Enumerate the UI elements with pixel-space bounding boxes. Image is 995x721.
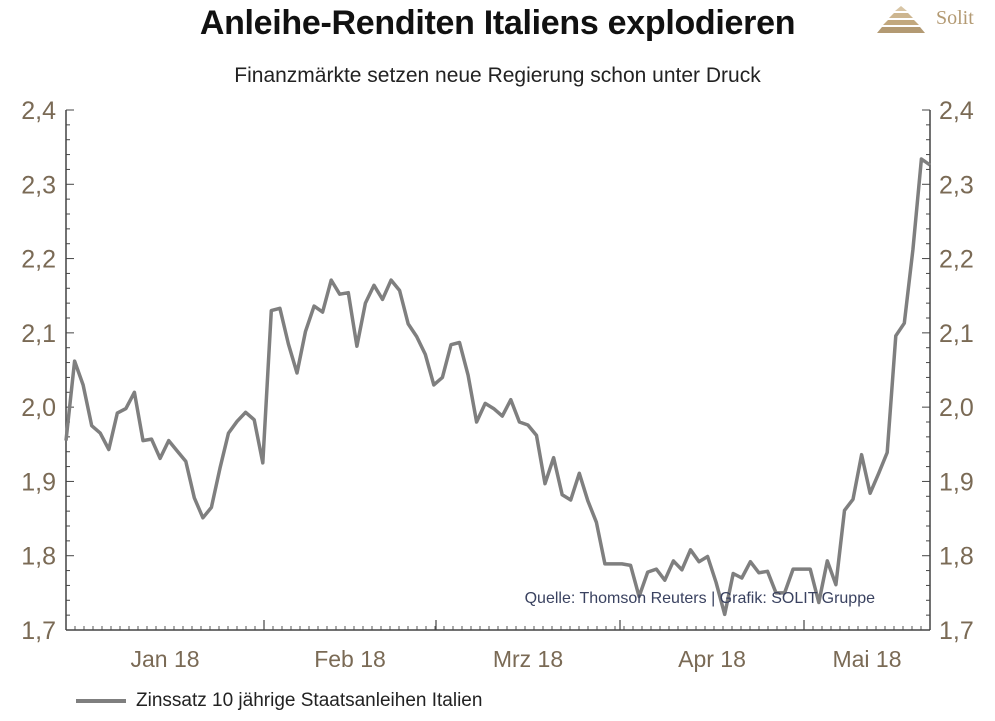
pyramid-icon [877,6,925,33]
x-axis: Jan 18 Feb 18 Mrz 18 Apr 18 Mai 18 [74,620,922,672]
y-tick-label-right: 1,9 [939,468,974,496]
y-tick-label-left: 2,0 [21,394,56,422]
source-note: Quelle: Thomson Reuters | Grafik: SOLIT … [525,590,875,607]
series-line-zinssatz [64,157,932,617]
legend-swatch [76,699,126,703]
x-tick-label: Mai 18 [832,646,901,672]
y-tick-label-left: 1,8 [21,543,56,571]
x-tick-label: Jan 18 [130,646,199,672]
chart-title: Anleihe-Renditen Italiens explodieren [199,4,796,42]
y-tick-label-left: 2,3 [21,171,56,199]
x-tick-label: Feb 18 [314,646,386,672]
y-axis-right: 1,7 1,8 1,9 2,0 2,1 2,2 2,3 2,4 [922,97,974,645]
legend-label: Zinssatz 10 jährige Staatsanleihen Itali… [136,690,483,711]
y-tick-label-right: 2,1 [939,320,974,348]
y-tick-label-right: 2,2 [939,246,974,274]
y-tick-label-right: 2,3 [939,171,974,199]
y-tick-label-right: 2,4 [939,97,974,125]
legend: Zinssatz 10 jährige Staatsanleihen Itali… [76,688,482,714]
y-tick-label-left: 1,9 [21,468,56,496]
y-tick-label-left: 1,7 [21,617,56,645]
y-tick-label-right: 2,0 [939,394,974,422]
x-tick-label: Apr 18 [678,646,746,672]
x-tick-label: Mrz 18 [493,646,563,672]
solit-logo: Solit [876,4,991,38]
chart-subtitle: Finanzmärkte setzen neue Regierung schon… [234,64,761,87]
chart-axes [65,110,931,631]
y-axis-left: 1,7 1,8 1,9 2,0 2,1 2,2 2,3 2,4 [21,97,74,645]
y-tick-label-right: 1,7 [939,617,974,645]
y-tick-label-right: 1,8 [939,543,974,571]
y-tick-label-left: 2,4 [21,97,56,125]
y-tick-label-left: 2,2 [21,246,56,274]
logo-text: Solit [936,7,974,29]
y-tick-label-left: 2,1 [21,320,56,348]
